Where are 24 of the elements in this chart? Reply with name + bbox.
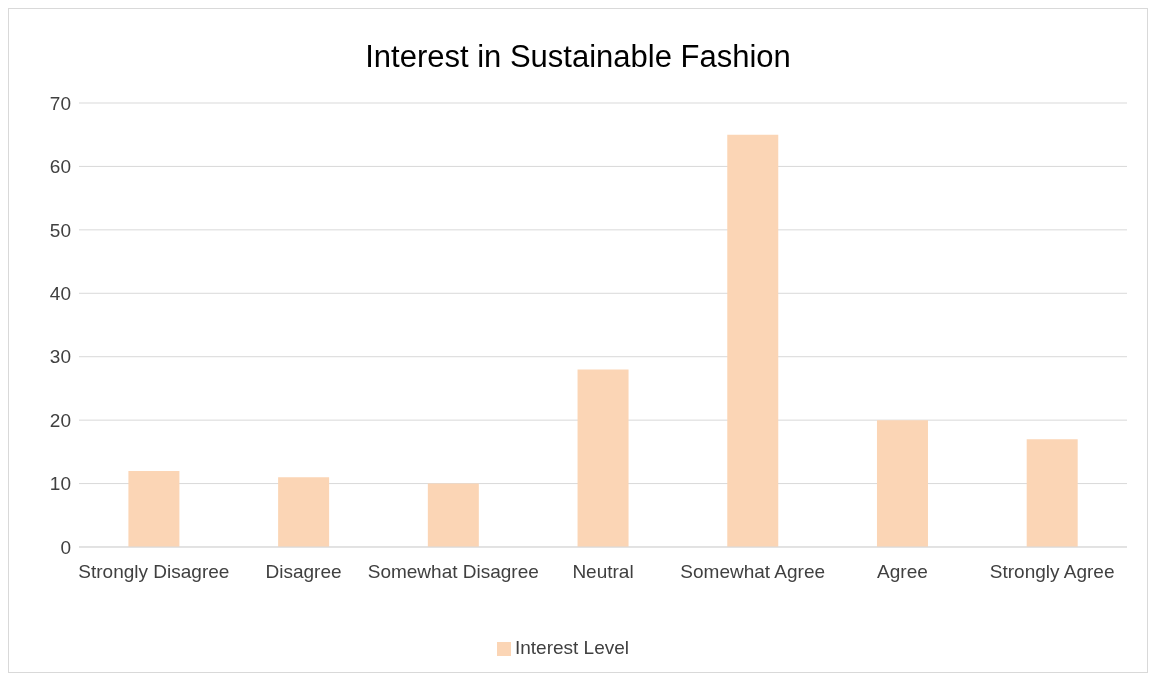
x-tick-label: Somewhat Disagree <box>367 561 539 583</box>
bar <box>577 369 629 547</box>
bar <box>278 477 330 547</box>
bar <box>876 420 928 547</box>
y-tick-label: 40 <box>49 283 71 305</box>
bar <box>727 134 779 547</box>
x-tick-label: Disagree <box>265 561 342 583</box>
x-tick-label: Agree <box>877 561 928 583</box>
y-tick-label: 60 <box>49 156 71 178</box>
y-tick-label: 70 <box>49 92 71 114</box>
legend-label: Interest Level <box>514 637 630 658</box>
y-tick-label: 10 <box>49 473 71 495</box>
y-tick-label: 30 <box>49 346 71 368</box>
y-tick-label: 20 <box>49 409 71 431</box>
bar <box>1026 439 1078 547</box>
x-tick-label: Strongly Disagree <box>78 561 230 583</box>
bar <box>427 483 479 547</box>
x-tick-label: Somewhat Agree <box>680 561 826 583</box>
bar <box>128 470 180 547</box>
x-tick-label: Neutral <box>572 561 634 583</box>
y-tick-label: 0 <box>60 536 71 558</box>
y-tick-label: 50 <box>49 219 71 241</box>
chart-title: Interest in Sustainable Fashion <box>364 38 792 74</box>
x-tick-label: Strongly Agree <box>989 561 1115 583</box>
